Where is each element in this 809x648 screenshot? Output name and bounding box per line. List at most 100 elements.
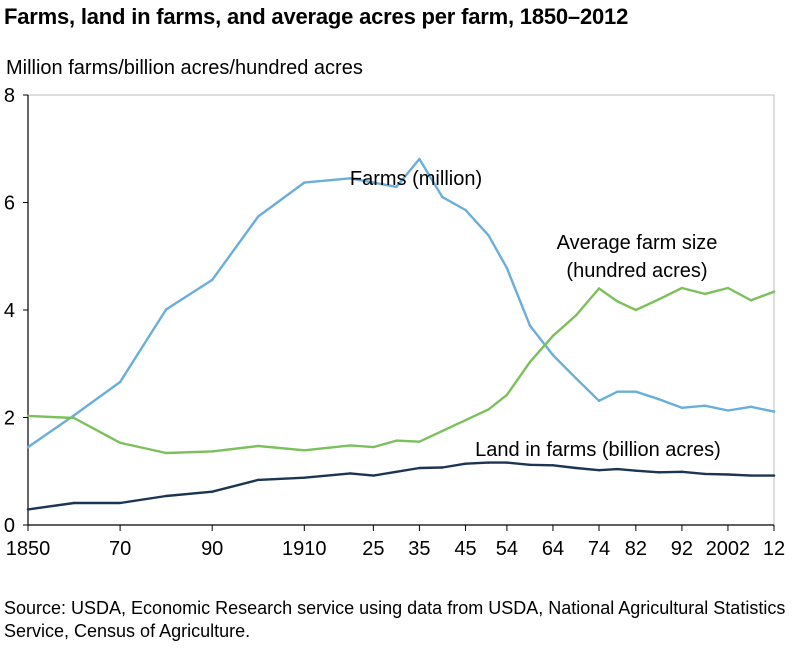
line-chart: 0 2 4 6 8 1850 70 90 1910 25 35 45 54 64 74 82 92 2002 12 F… — [4, 85, 785, 560]
series-annotation-1: (hundred acres) — [566, 260, 707, 282]
data-point — [164, 451, 168, 455]
x-tick-label: 90 — [201, 538, 223, 560]
data-point — [349, 177, 352, 180]
data-point — [616, 300, 619, 303]
data-point — [257, 478, 260, 482]
data-point — [118, 380, 122, 384]
x-tick-label: 1850 — [6, 538, 51, 560]
x-tick-label: 64 — [542, 538, 564, 560]
source-note: Source: USDA, Economic Research service … — [4, 598, 786, 641]
data-point — [505, 393, 509, 397]
data-point — [464, 462, 467, 465]
data-point — [680, 406, 684, 410]
data-point — [574, 314, 578, 317]
y-tick-label: 2 — [4, 408, 15, 430]
data-point — [349, 444, 352, 447]
data-point — [616, 390, 619, 393]
data-point — [528, 324, 532, 327]
chart-title: Farms, land in farms, and average acres … — [4, 4, 629, 29]
data-point — [118, 501, 122, 505]
x-tick-label: 54 — [496, 538, 518, 560]
data-point — [418, 440, 421, 443]
data-point — [749, 405, 753, 408]
data-point — [303, 181, 306, 184]
x-tick-label: 2002 — [706, 538, 751, 560]
data-point — [505, 461, 509, 464]
data-point — [441, 466, 444, 469]
data-point — [303, 476, 306, 479]
data-point — [772, 410, 776, 413]
data-point — [726, 473, 730, 476]
data-point — [703, 472, 707, 476]
data-point — [726, 286, 730, 290]
x-tick-label: 45 — [454, 538, 476, 560]
data-point — [551, 334, 555, 337]
data-point — [551, 464, 555, 467]
y-tick-label: 8 — [4, 85, 15, 107]
data-point — [372, 474, 375, 477]
data-point — [210, 278, 214, 282]
data-point — [210, 450, 214, 453]
data-point — [680, 470, 684, 473]
data-point — [657, 471, 661, 474]
data-point — [395, 439, 398, 442]
x-tick-label: 74 — [588, 538, 610, 560]
series-line-1 — [26, 286, 776, 455]
data-point — [528, 463, 532, 466]
x-tick-label: 12 — [763, 538, 785, 560]
data-point — [657, 298, 661, 301]
data-point — [464, 418, 467, 422]
data-point — [487, 461, 490, 464]
data-point — [749, 299, 753, 302]
data-point — [303, 449, 306, 452]
y-tick-label: 4 — [4, 300, 15, 322]
series-line-0 — [26, 157, 776, 449]
data-point — [72, 414, 76, 417]
data-point — [395, 185, 398, 189]
data-point — [597, 468, 601, 472]
x-tick-label: 1910 — [282, 538, 327, 560]
data-point — [551, 353, 555, 357]
data-point — [726, 409, 730, 412]
data-point — [257, 215, 260, 218]
x-tick-label: 25 — [362, 538, 384, 560]
series-annotation-1: Average farm size — [557, 232, 718, 254]
x-tick-label: 82 — [625, 538, 647, 560]
data-point — [349, 472, 352, 475]
data-point — [634, 390, 638, 393]
data-point — [528, 360, 532, 364]
x-tick-label: 92 — [671, 538, 693, 560]
x-tick-label: 35 — [408, 538, 430, 560]
data-point — [680, 286, 684, 290]
data-point — [574, 466, 578, 470]
data-point — [772, 290, 776, 293]
data-point — [210, 490, 214, 493]
data-point — [372, 181, 375, 184]
series-annotation-2: Land in farms (billion acres) — [475, 439, 721, 461]
data-point — [26, 508, 30, 511]
data-point — [418, 466, 421, 470]
data-point — [26, 414, 30, 418]
series-line-2 — [26, 461, 776, 511]
series-annotation-0: Farms (million) — [350, 168, 482, 190]
data-point — [634, 308, 638, 312]
data-point — [26, 445, 30, 449]
data-point — [441, 429, 444, 433]
data-point — [395, 470, 398, 473]
data-point — [441, 195, 444, 199]
data-point — [657, 398, 661, 401]
data-point — [487, 408, 490, 411]
data-point — [72, 416, 76, 420]
data-point — [118, 441, 122, 444]
data-point — [164, 494, 168, 498]
data-point — [418, 157, 421, 161]
x-tick-label: 70 — [109, 538, 131, 560]
data-point — [772, 474, 776, 477]
data-point — [634, 469, 638, 472]
data-point — [574, 377, 578, 380]
data-point — [616, 467, 619, 471]
data-point — [703, 292, 707, 296]
data-point — [749, 474, 753, 477]
data-point — [487, 234, 490, 237]
